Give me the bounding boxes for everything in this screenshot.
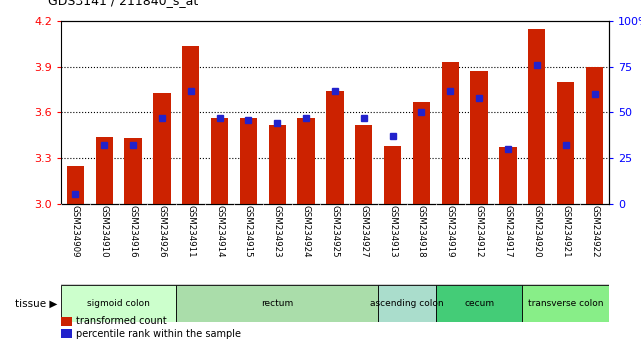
Text: GSM234919: GSM234919 <box>445 205 455 258</box>
Bar <box>384 146 401 204</box>
Text: percentile rank within the sample: percentile rank within the sample <box>76 329 240 339</box>
Text: GSM234918: GSM234918 <box>417 205 426 258</box>
Bar <box>182 46 199 204</box>
Text: GSM234909: GSM234909 <box>71 205 80 258</box>
Bar <box>413 102 430 204</box>
Text: GSM234912: GSM234912 <box>474 205 484 258</box>
Text: ascending colon: ascending colon <box>370 299 444 308</box>
Text: GSM234923: GSM234923 <box>272 205 282 258</box>
Text: GSM234911: GSM234911 <box>186 205 196 258</box>
Text: GSM234915: GSM234915 <box>244 205 253 258</box>
Text: GSM234925: GSM234925 <box>330 205 340 258</box>
Text: rectum: rectum <box>261 299 294 308</box>
Text: GSM234916: GSM234916 <box>128 205 138 258</box>
Bar <box>96 137 113 204</box>
Bar <box>153 93 171 204</box>
Text: GSM234921: GSM234921 <box>561 205 570 258</box>
Bar <box>470 72 488 204</box>
Bar <box>586 67 603 204</box>
Text: tissue ▶: tissue ▶ <box>15 298 58 309</box>
Text: GSM234910: GSM234910 <box>99 205 109 258</box>
Bar <box>557 82 574 204</box>
Bar <box>442 62 459 204</box>
Bar <box>124 138 142 204</box>
Bar <box>436 285 522 322</box>
Text: GSM234914: GSM234914 <box>215 205 224 258</box>
Text: GDS3141 / 211840_s_at: GDS3141 / 211840_s_at <box>48 0 198 7</box>
Bar <box>326 91 344 204</box>
Text: GSM234922: GSM234922 <box>590 205 599 258</box>
Bar <box>528 29 545 204</box>
Bar <box>499 147 517 204</box>
Bar <box>240 119 257 204</box>
Text: GSM234926: GSM234926 <box>157 205 167 258</box>
Text: GSM234913: GSM234913 <box>388 205 397 258</box>
Bar <box>176 285 378 322</box>
Text: GSM234917: GSM234917 <box>503 205 513 258</box>
Text: GSM234920: GSM234920 <box>532 205 542 258</box>
Bar <box>211 119 228 204</box>
Text: cecum: cecum <box>464 299 494 308</box>
Bar <box>355 125 372 204</box>
Text: transformed count: transformed count <box>76 316 167 326</box>
Bar <box>378 285 436 322</box>
Bar <box>61 285 176 322</box>
Bar <box>297 119 315 204</box>
Text: GSM234924: GSM234924 <box>301 205 311 258</box>
Bar <box>522 285 609 322</box>
Text: transverse colon: transverse colon <box>528 299 603 308</box>
Text: sigmoid colon: sigmoid colon <box>87 299 150 308</box>
Bar <box>67 166 84 204</box>
Text: GSM234927: GSM234927 <box>359 205 369 258</box>
Bar <box>269 125 286 204</box>
